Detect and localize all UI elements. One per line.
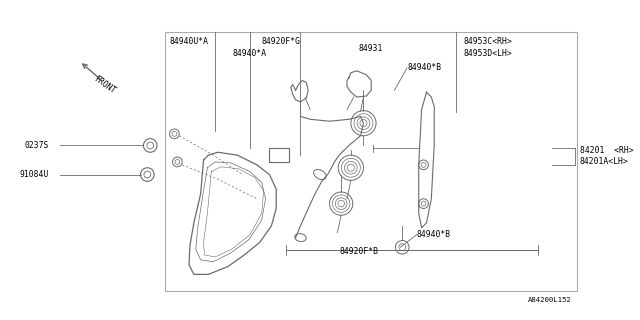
Text: 84920F*G: 84920F*G: [262, 37, 301, 46]
Circle shape: [143, 139, 157, 152]
Circle shape: [351, 111, 376, 136]
Bar: [164, 32, 577, 291]
Text: 84201  <RH>: 84201 <RH>: [580, 146, 633, 155]
Circle shape: [421, 163, 426, 167]
Circle shape: [175, 159, 180, 164]
Text: A84200L152: A84200L152: [528, 298, 572, 303]
Text: 84940*A: 84940*A: [232, 49, 267, 58]
Circle shape: [173, 157, 182, 167]
Circle shape: [144, 171, 150, 178]
Ellipse shape: [314, 170, 326, 180]
Circle shape: [170, 129, 179, 139]
Circle shape: [399, 244, 406, 251]
Text: FRONT: FRONT: [92, 75, 117, 96]
Text: 84940*B: 84940*B: [407, 63, 441, 72]
Text: 84931: 84931: [358, 44, 383, 53]
Text: 84940*B: 84940*B: [417, 230, 451, 239]
Circle shape: [330, 192, 353, 215]
Text: 84953D<LH>: 84953D<LH>: [463, 49, 512, 58]
Circle shape: [419, 199, 428, 208]
Text: 84201A<LH>: 84201A<LH>: [580, 157, 628, 166]
Circle shape: [147, 142, 154, 149]
Circle shape: [396, 240, 409, 254]
Text: 84953C<RH>: 84953C<RH>: [463, 37, 512, 46]
Text: 0237S: 0237S: [24, 141, 49, 150]
Circle shape: [141, 168, 154, 181]
Circle shape: [419, 160, 428, 170]
Circle shape: [421, 201, 426, 206]
Ellipse shape: [294, 234, 306, 242]
Circle shape: [339, 155, 364, 180]
Text: 84920F*B: 84920F*B: [339, 247, 378, 256]
Circle shape: [172, 132, 177, 136]
Bar: [269, 148, 289, 162]
Text: 84940U*A: 84940U*A: [170, 37, 209, 46]
Text: 91084U: 91084U: [19, 170, 49, 179]
